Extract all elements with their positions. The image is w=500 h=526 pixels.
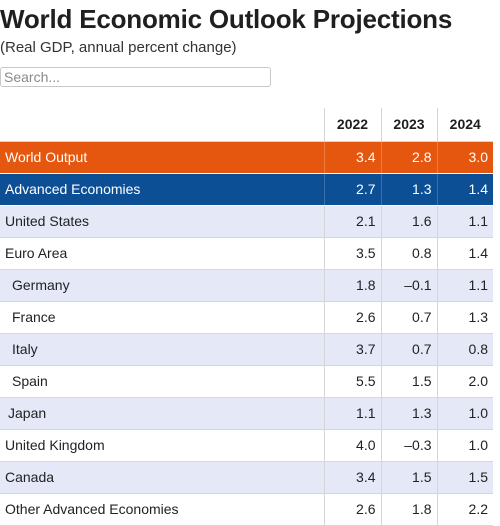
column-header-2022[interactable]: 2022: [323, 108, 381, 142]
row-label: Japan: [0, 397, 324, 430]
cell-2022: 1.8: [323, 269, 381, 302]
cell-2023: 0.7: [380, 333, 437, 366]
cell-2023: –0.1: [380, 269, 437, 302]
page-title: World Economic Outlook Projections: [0, 4, 453, 34]
column-header-2024[interactable]: 2024: [436, 108, 493, 142]
cell-2023: 1.3: [380, 397, 437, 430]
cell-2023: 1.6: [380, 205, 437, 238]
table-row-world-output: World Output 3.4 2.8 3.0: [0, 141, 493, 174]
column-header-country[interactable]: [0, 108, 324, 142]
cell-2022: 2.6: [323, 493, 381, 526]
table-row-spain: Spain 5.5 1.5 2.0: [0, 365, 493, 398]
cell-2022: 3.7: [323, 333, 381, 366]
table-row-united-states: United States 2.1 1.6 1.1: [0, 205, 493, 238]
cell-2024: 1.1: [436, 269, 493, 302]
page-subtitle: (Real GDP, annual percent change): [0, 39, 237, 56]
search-input[interactable]: [0, 67, 271, 87]
cell-2023: 1.8: [380, 493, 437, 526]
row-label: France: [0, 301, 324, 334]
row-label: United States: [0, 205, 324, 238]
row-label: Advanced Economies: [0, 173, 324, 206]
cell-2024: 1.0: [436, 397, 493, 430]
cell-2022: 3.4: [323, 461, 381, 494]
row-label: Spain: [0, 365, 324, 398]
cell-2024: 2.0: [436, 365, 493, 398]
table-row-japan: Japan 1.1 1.3 1.0: [0, 397, 493, 430]
table-row-germany: Germany 1.8 –0.1 1.1: [0, 269, 493, 302]
row-label: United Kingdom: [0, 429, 324, 462]
cell-2023: –0.3: [380, 429, 437, 462]
cell-2022: 2.6: [323, 301, 381, 334]
cell-2023: 0.7: [380, 301, 437, 334]
table-row-united-kingdom: United Kingdom 4.0 –0.3 1.0: [0, 429, 493, 462]
row-label: Canada: [0, 461, 324, 494]
cell-2024: 1.0: [436, 429, 493, 462]
cell-2022: 5.5: [323, 365, 381, 398]
row-label: World Output: [0, 141, 324, 174]
cell-2023: 1.5: [380, 365, 437, 398]
cell-2022: 4.0: [323, 429, 381, 462]
cell-2023: 1.5: [380, 461, 437, 494]
cell-2024: 1.4: [436, 237, 493, 270]
cell-2022: 3.5: [323, 237, 381, 270]
cell-2024: 1.4: [436, 173, 493, 206]
row-label: Italy: [0, 333, 324, 366]
row-label: Euro Area: [0, 237, 324, 270]
cell-2023: 1.3: [380, 173, 437, 206]
table-row-france: France 2.6 0.7 1.3: [0, 301, 493, 334]
table-row-other-advanced-economies: Other Advanced Economies 2.6 1.8 2.2: [0, 493, 493, 526]
cell-2024: 1.3: [436, 301, 493, 334]
table-row-advanced-economies: Advanced Economies 2.7 1.3 1.4: [0, 173, 493, 206]
cell-2024: 1.5: [436, 461, 493, 494]
table-row-euro-area: Euro Area 3.5 0.8 1.4: [0, 237, 493, 270]
cell-2024: 2.2: [436, 493, 493, 526]
cell-2022: 2.7: [323, 173, 381, 206]
column-header-2023[interactable]: 2023: [380, 108, 437, 142]
row-label: Other Advanced Economies: [0, 493, 324, 526]
row-label: Germany: [0, 269, 324, 302]
cell-2022: 3.4: [323, 141, 381, 174]
cell-2022: 1.1: [323, 397, 381, 430]
cell-2024: 0.8: [436, 333, 493, 366]
cell-2023: 2.8: [380, 141, 437, 174]
table-row-italy: Italy 3.7 0.7 0.8: [0, 333, 493, 366]
cell-2023: 0.8: [380, 237, 437, 270]
table-row-canada: Canada 3.4 1.5 1.5: [0, 461, 493, 494]
cell-2022: 2.1: [323, 205, 381, 238]
cell-2024: 1.1: [436, 205, 493, 238]
projections-table: 2022 2023 2024 World Output 3.4 2.8 3.0 …: [0, 108, 493, 526]
cell-2024: 3.0: [436, 141, 493, 174]
table-header-row: 2022 2023 2024: [0, 108, 493, 142]
